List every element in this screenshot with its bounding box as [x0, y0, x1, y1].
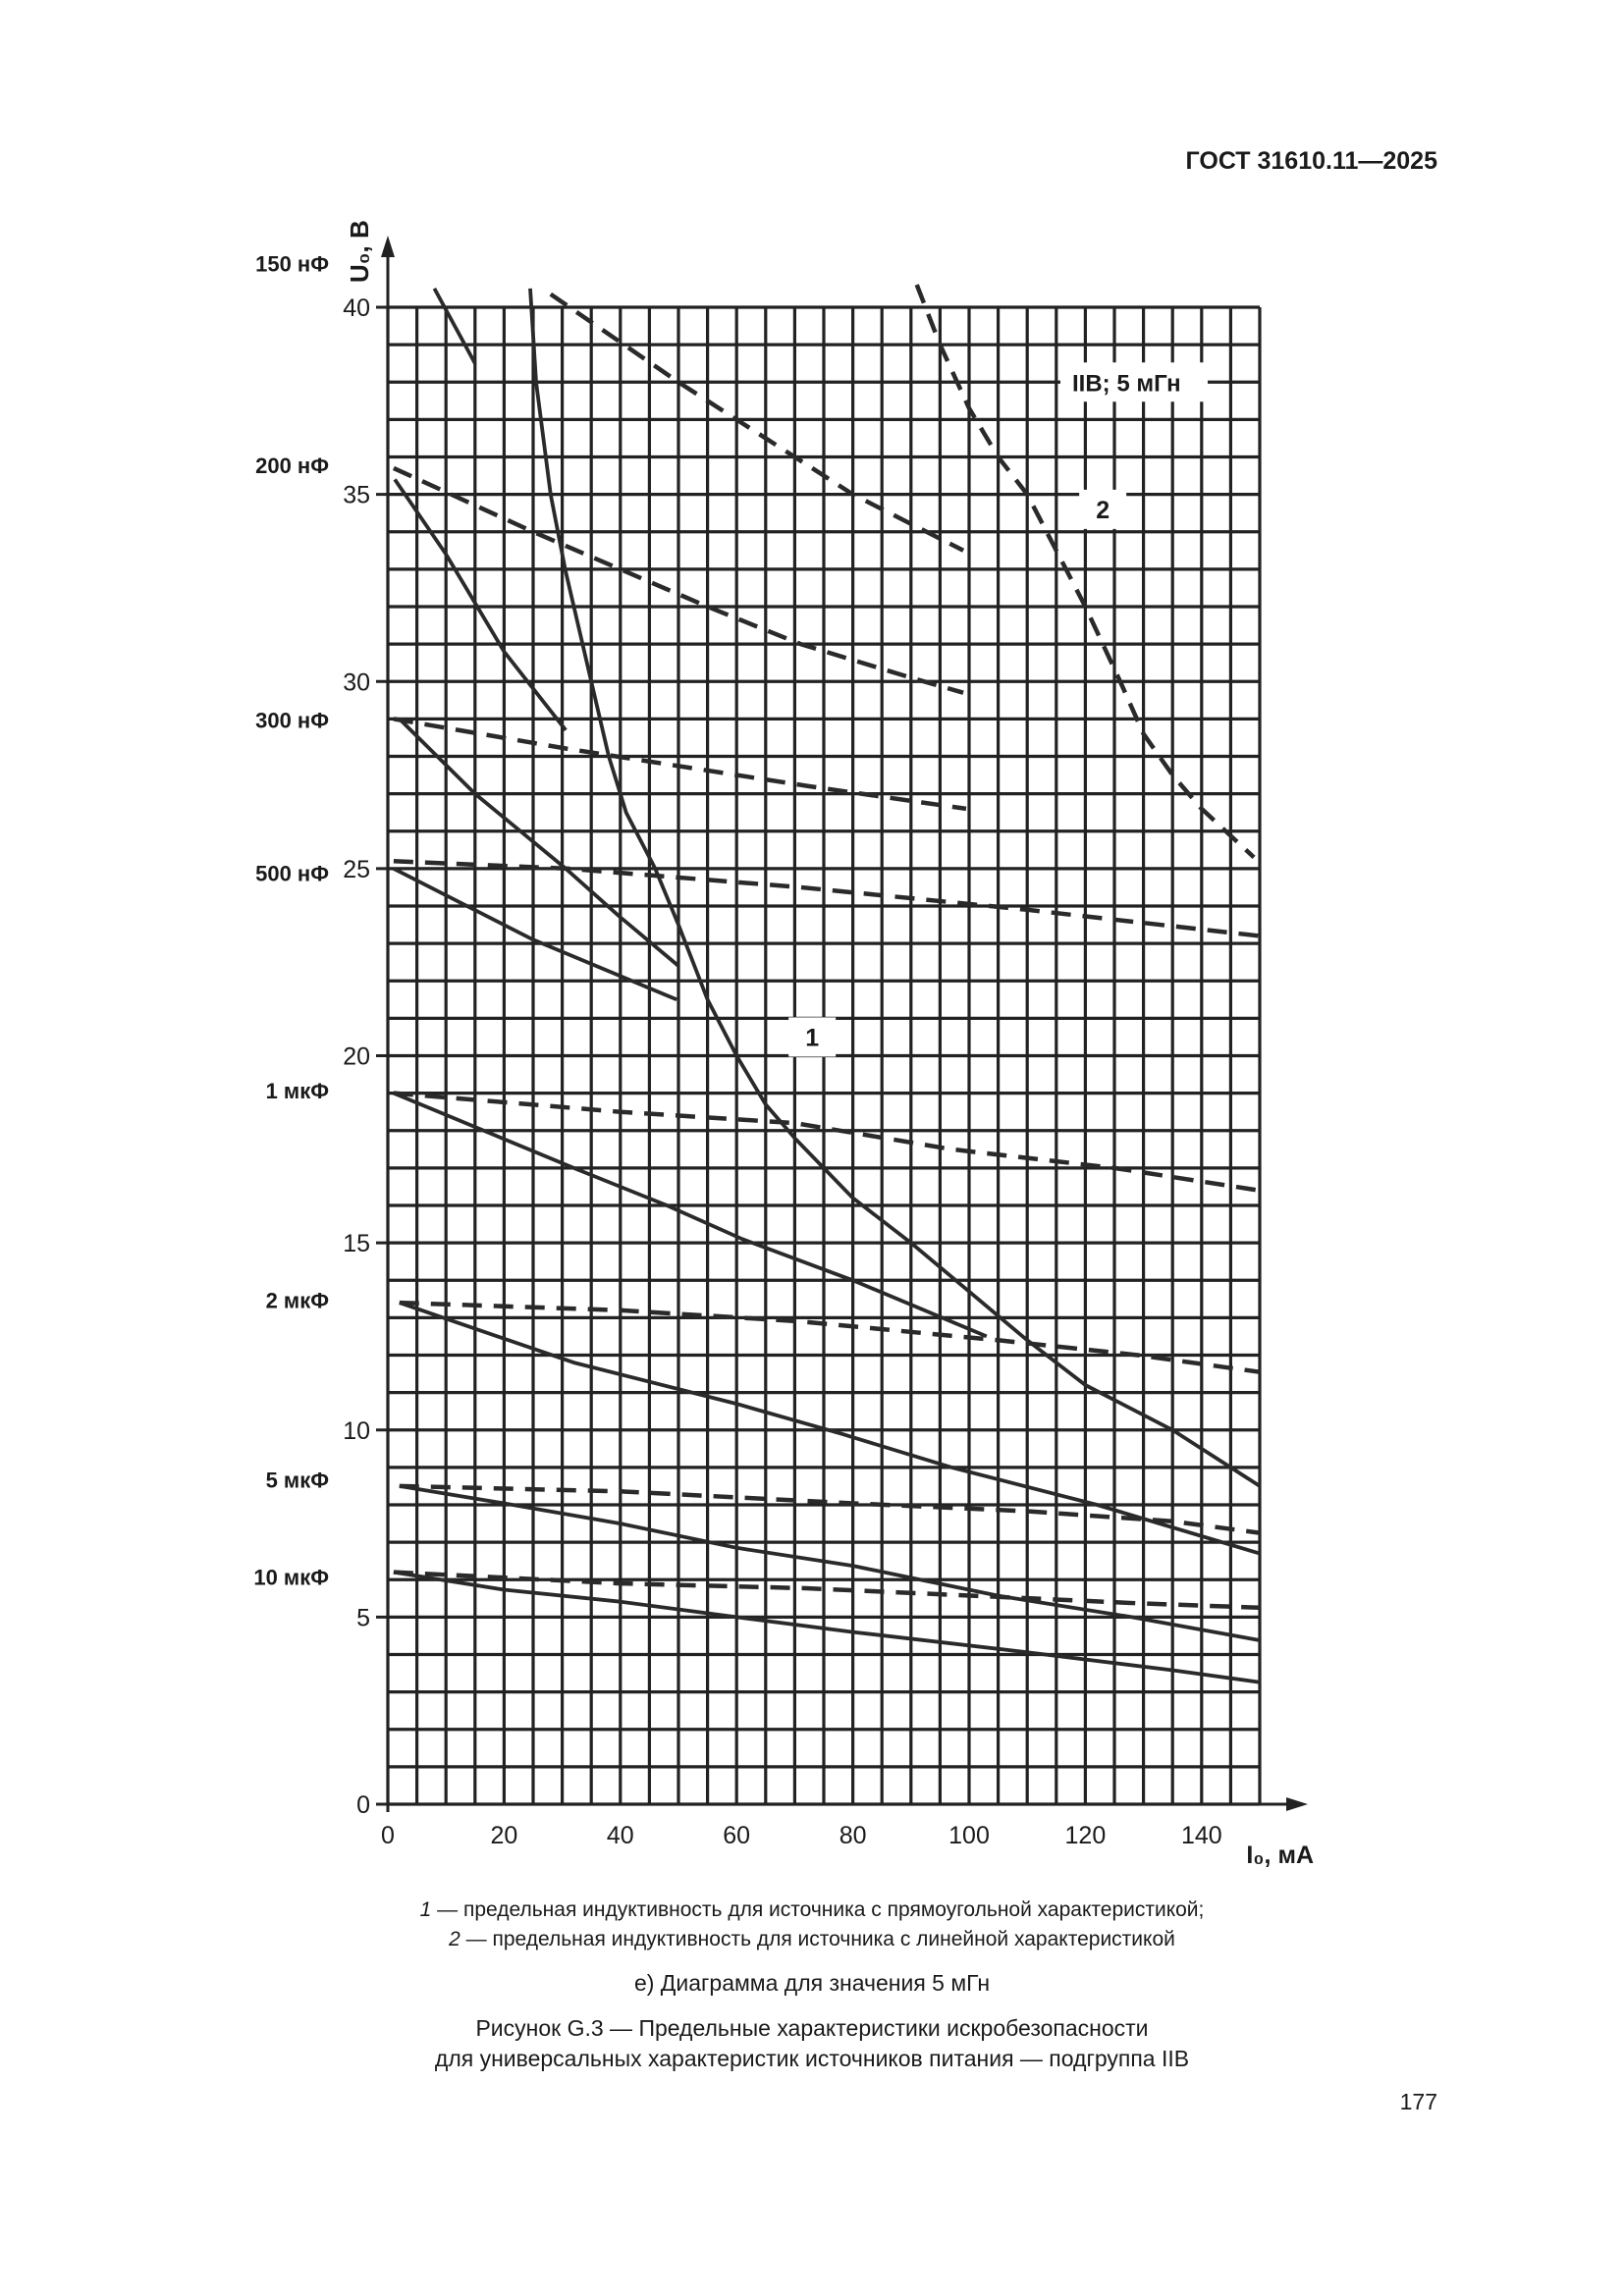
- legend-1-text: — предельная индуктивность для источника…: [431, 1898, 1205, 1921]
- x-tick-label: 0: [381, 1822, 395, 1849]
- capacitance-label: 10 мкФ: [253, 1565, 329, 1589]
- y-tick-label: 15: [343, 1230, 370, 1257]
- curve-label-bg: [788, 1017, 837, 1057]
- subfigure-caption: е) Диаграмма для значения 5 мГн: [633, 1970, 991, 1996]
- page-number: 177: [1399, 2089, 1437, 2114]
- series-line-2-мкФ-dashed: [399, 1300, 1261, 1374]
- capacitance-label: 1 мкФ: [266, 1079, 330, 1103]
- labels: 150 нФ 200 нФ 300 нФ 500 нФ 1 мкФ 2 мкФ 5 мкФ 1…: [253, 251, 1208, 1589]
- x-tick-label: 140: [1181, 1822, 1222, 1849]
- legend-2-text: — предельная индуктивность для источника…: [460, 1928, 1175, 1950]
- x-tick-label: 60: [723, 1822, 750, 1849]
- series-line-300-нФ-dashed: [393, 717, 967, 812]
- x-tick-label: 40: [607, 1822, 634, 1849]
- series-line-1-мкФ-dashed: [393, 1091, 1261, 1194]
- legend-2-number: 2: [449, 1928, 460, 1950]
- legend-1-number: 1: [419, 1898, 432, 1921]
- x-tick-label: 100: [948, 1822, 990, 1849]
- series-line-150-нФ-dashed: [549, 292, 965, 553]
- y-tick-label: 0: [356, 1791, 370, 1819]
- y-tick-label: 10: [343, 1417, 370, 1445]
- series-line-500-нФ-dashed: [393, 859, 1261, 938]
- y-tick-label: 5: [356, 1604, 370, 1631]
- series-line-5-мкФ-dashed: [399, 1483, 1261, 1535]
- capacitance-label: 200 нФ: [255, 454, 329, 478]
- legend-line-2: 2 — предельная индуктивность для источни…: [0, 1928, 1624, 1951]
- y-axis-label: U₀, В: [345, 220, 374, 283]
- series-line-200-нФ-solid: [393, 478, 568, 731]
- capacitance-label: 500 нФ: [255, 862, 329, 886]
- series-line-curve-2: [914, 284, 1256, 860]
- figure-caption-line-2: для универсальных характеристик источник…: [434, 2046, 1190, 2071]
- y-tick-label: 35: [343, 482, 370, 509]
- x-axis-label: I₀, мА: [1246, 1842, 1314, 1869]
- curve-label-bg: [1079, 489, 1127, 529]
- axes: 0 5 10 15 20 25 30 35 40 0 20 40 60 80 100 120 140 U₀, В I…: [343, 220, 1314, 1869]
- y-tick-label: 20: [343, 1043, 370, 1071]
- series-line-1-мкФ-solid: [393, 1091, 988, 1339]
- capacitance-label: 2 мкФ: [266, 1288, 330, 1312]
- y-tick-label: 40: [343, 294, 370, 322]
- series-line-curve-1: [528, 288, 1262, 1488]
- x-axis-arrow: [1286, 1797, 1308, 1811]
- document-header: ГОСТ 31610.11—2025: [1185, 147, 1437, 175]
- x-tick-label: 120: [1065, 1822, 1107, 1849]
- figure-caption-line-1: Рисунок G.3 — Предельные характеристики …: [475, 2015, 1149, 2041]
- x-tick-label: 20: [490, 1822, 517, 1849]
- series-line-5-мкФ-solid: [399, 1484, 1261, 1642]
- grid: [386, 305, 1262, 1806]
- capacitance-label: 5 мкФ: [266, 1468, 330, 1492]
- capacitance-label: 300 нФ: [255, 708, 329, 732]
- annotation-box-bg: [1060, 362, 1208, 402]
- annotation-box-text: IIB; 5 мГн: [1072, 370, 1181, 397]
- series-line-10-мкФ-solid: [393, 1570, 1261, 1684]
- series-line-150-нФ-solid: [432, 287, 477, 365]
- series-line-2-мкФ-solid: [399, 1301, 1261, 1556]
- curve-label: 1: [805, 1024, 819, 1051]
- capacitance-label: 150 нФ: [255, 251, 329, 276]
- y-axis-arrow: [381, 236, 395, 257]
- series-line-10-мкФ-dashed: [393, 1570, 1261, 1611]
- legend-line-1: 1 — предельная индуктивность для источни…: [0, 1898, 1624, 1922]
- y-tick-label: 25: [343, 856, 370, 883]
- y-tick-label: 30: [343, 668, 370, 696]
- series-line-500-нФ-solid: [393, 867, 677, 1002]
- x-tick-label: 80: [839, 1822, 867, 1849]
- curve-label: 2: [1096, 497, 1110, 524]
- series-group: [392, 284, 1262, 1684]
